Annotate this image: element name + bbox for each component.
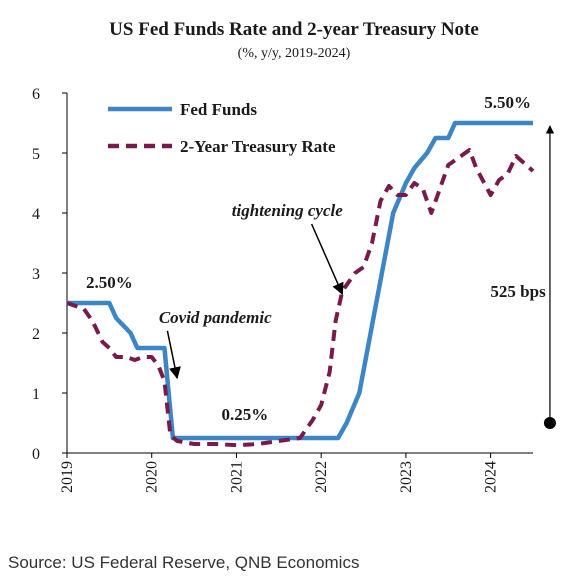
y-tick-label: 6 bbox=[32, 86, 40, 103]
line-chart: US Fed Funds Rate and 2-year Treasury No… bbox=[32, 19, 556, 493]
x-tick-label: 2023 bbox=[398, 461, 415, 493]
annotation-arrow bbox=[310, 223, 344, 296]
legend-label: Fed Funds bbox=[180, 100, 257, 119]
y-tick-label: 2 bbox=[32, 326, 40, 343]
y-tick-label: 3 bbox=[32, 266, 40, 283]
annotation-label: 5.50% bbox=[484, 93, 531, 112]
annotation-label: 2.50% bbox=[86, 273, 133, 292]
annotation-arrow bbox=[166, 330, 181, 380]
annotation-label: 525 bps bbox=[490, 282, 546, 301]
y-tick-label: 5 bbox=[32, 146, 40, 163]
fed-funds-line bbox=[67, 120, 533, 441]
annotation-label: Covid pandemic bbox=[159, 308, 272, 327]
y-tick-label: 0 bbox=[32, 446, 40, 463]
range-arrow-base-dot bbox=[543, 417, 556, 429]
legend-label: 2-Year Treasury Rate bbox=[180, 137, 336, 156]
x-tick-label: 2021 bbox=[228, 461, 245, 493]
chart-subtitle: (%, y/y, 2019-2024) bbox=[238, 46, 351, 61]
treasury-2y-line bbox=[66, 148, 535, 448]
annotations: 2.50% 0.25% 5.50% Covid pandemic tightening … bbox=[86, 93, 556, 429]
annotation-label: tightening cycle bbox=[232, 201, 343, 220]
x-tick-label: 2024 bbox=[483, 461, 500, 493]
chart-container: US Fed Funds Rate and 2-year Treasury No… bbox=[32, 19, 556, 493]
annotation-label: 0.25% bbox=[222, 405, 269, 424]
series-lines bbox=[66, 120, 535, 448]
x-tick-label: 2019 bbox=[59, 461, 76, 493]
source-note: Source: US Federal Reserve, QNB Economic… bbox=[8, 553, 360, 572]
x-tick-label: 2022 bbox=[313, 461, 330, 493]
legend: Fed Funds 2-Year Treasury Rate bbox=[108, 100, 336, 156]
chart-title: US Fed Funds Rate and 2-year Treasury No… bbox=[109, 19, 479, 40]
x-tick-label: 2020 bbox=[144, 461, 161, 493]
axes: 0 1 2 3 4 5 6 2019 2020 2021 2022 2023 2024 bbox=[32, 86, 533, 493]
y-tick-label: 4 bbox=[32, 206, 40, 223]
y-tick-label: 1 bbox=[32, 386, 40, 403]
